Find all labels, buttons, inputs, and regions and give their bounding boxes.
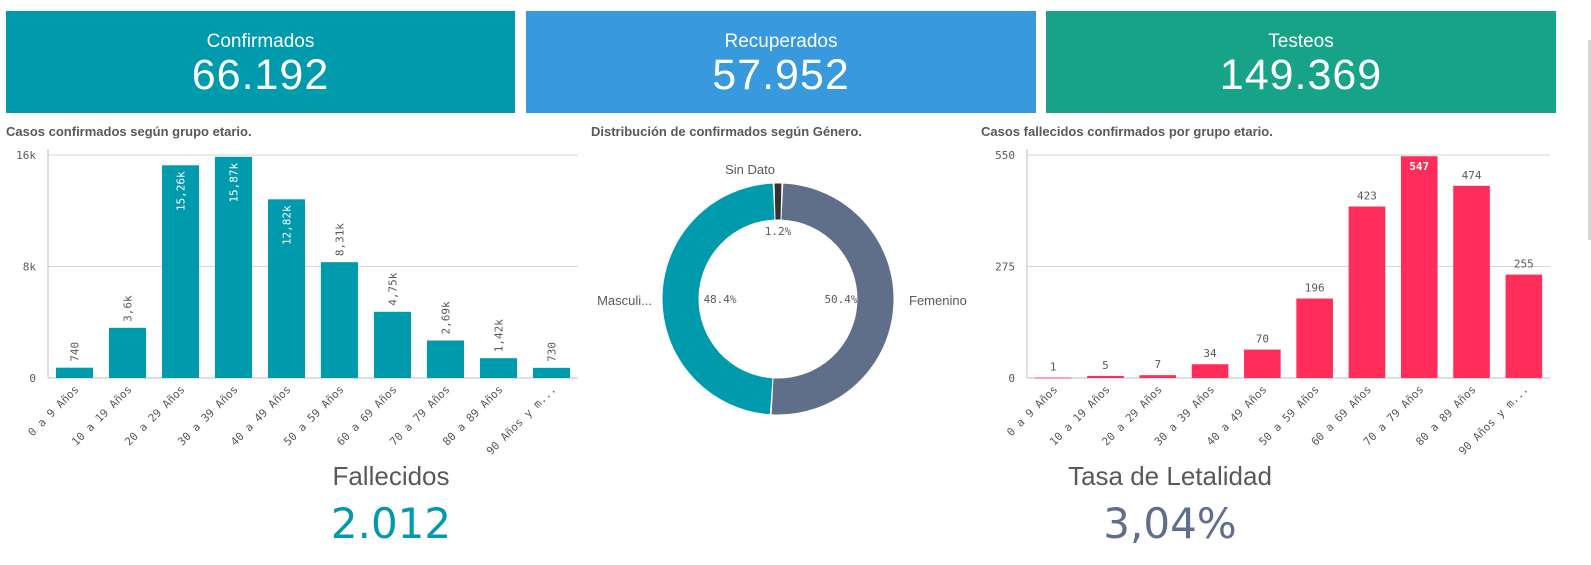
conf-data-label: 730	[546, 342, 559, 362]
fall-bar	[1034, 377, 1072, 379]
donut-pct-label: 50.4%	[824, 293, 857, 306]
fall-bar	[1453, 185, 1490, 378]
conf-data-label: 15,87k	[228, 162, 241, 202]
fall-ytick-label: 0	[1008, 372, 1015, 385]
conf-bar	[267, 199, 306, 378]
conf-bar	[161, 165, 200, 378]
fall-data-label: 474	[1462, 169, 1482, 182]
chart-title-confirmados-edad: Casos confirmados según grupo etario.	[6, 124, 252, 139]
conf-bar	[320, 262, 359, 378]
fall-data-label: 255	[1514, 258, 1534, 271]
donut-category-label: Sin Dato	[725, 162, 775, 177]
conf-ytick-label: 0	[29, 372, 36, 385]
kpi-recuperados[interactable]: Recuperados 57.952	[526, 11, 1036, 113]
conf-ytick-label: 16k	[16, 149, 36, 162]
conf-bar	[479, 358, 518, 378]
donut-category-label: Masculi...	[597, 293, 652, 308]
fall-data-label: 5	[1102, 359, 1109, 372]
conf-bar	[532, 367, 571, 378]
letalidad-value: 3,04%	[1103, 499, 1237, 548]
conf-category-label: 0 a 9 Años	[26, 383, 82, 439]
kpi-recuperados-title: Recuperados	[724, 31, 838, 52]
fall-bar	[1348, 206, 1386, 378]
conf-bar	[108, 327, 147, 378]
fall-data-label: 70	[1256, 333, 1269, 346]
conf-data-label: 4,75k	[387, 272, 400, 305]
kpi-testeos[interactable]: Testeos 149.369	[1046, 11, 1556, 113]
kpi-confirmados[interactable]: Confirmados 66.192	[6, 11, 515, 113]
fallecidos-value: 2.012	[330, 499, 452, 548]
conf-data-label: 12,82k	[281, 205, 294, 245]
donut-pct-label: 48.4%	[703, 293, 736, 306]
conf-data-label: 2,69k	[440, 301, 453, 334]
conf-ytick-label: 8k	[23, 261, 37, 274]
kpi-testeos-title: Testeos	[1268, 31, 1334, 52]
fall-data-label: 423	[1357, 189, 1377, 202]
fall-data-label: 196	[1305, 282, 1325, 295]
donut-category-label: Femenino	[909, 293, 967, 308]
conf-data-label: 15,26k	[175, 171, 188, 211]
donut-slice-2	[774, 183, 782, 220]
conf-data-label: 1,42k	[493, 319, 506, 352]
fall-bar	[1244, 349, 1281, 378]
fall-ytick-label: 275	[995, 261, 1015, 274]
fall-category-label: 0 a 9 Años	[1004, 383, 1060, 439]
fall-bar	[1191, 364, 1229, 378]
fall-data-label: 1	[1050, 361, 1057, 374]
scrollbar[interactable]	[1588, 40, 1591, 240]
chart-title-genero: Distribución de confirmados según Género…	[591, 124, 862, 139]
conf-data-label: 740	[69, 342, 82, 362]
fall-data-label: 34	[1203, 347, 1217, 360]
fall-bar	[1139, 375, 1177, 378]
fall-bar	[1400, 156, 1438, 378]
conf-data-label: 8,31k	[334, 223, 347, 256]
donut-pct-label: 1.2%	[765, 225, 792, 238]
donut-slice-1	[662, 183, 775, 415]
fall-ytick-label: 550	[995, 149, 1015, 162]
fall-data-label: 547	[1409, 160, 1429, 173]
conf-bar	[214, 156, 253, 378]
conf-bar	[373, 311, 412, 378]
fall-bar	[1296, 298, 1333, 378]
fall-bar	[1087, 375, 1124, 378]
chart-title-fallecidos-edad: Casos fallecidos confirmados por grupo e…	[981, 124, 1273, 139]
fall-data-label: 7	[1154, 358, 1161, 371]
kpi-recuperados-value: 57.952	[712, 51, 850, 99]
kpi-testeos-value: 149.369	[1219, 51, 1383, 99]
letalidad-label: Tasa de Letalidad	[1068, 461, 1272, 491]
kpi-confirmados-title: Confirmados	[206, 31, 315, 52]
conf-bar	[55, 367, 94, 378]
donut-slice-0	[771, 183, 894, 415]
kpi-confirmados-value: 66.192	[191, 51, 330, 99]
fallecidos-label: Fallecidos	[332, 461, 450, 491]
fall-bar	[1505, 274, 1543, 378]
conf-bar	[426, 340, 465, 378]
conf-data-label: 3,6k	[122, 295, 135, 322]
